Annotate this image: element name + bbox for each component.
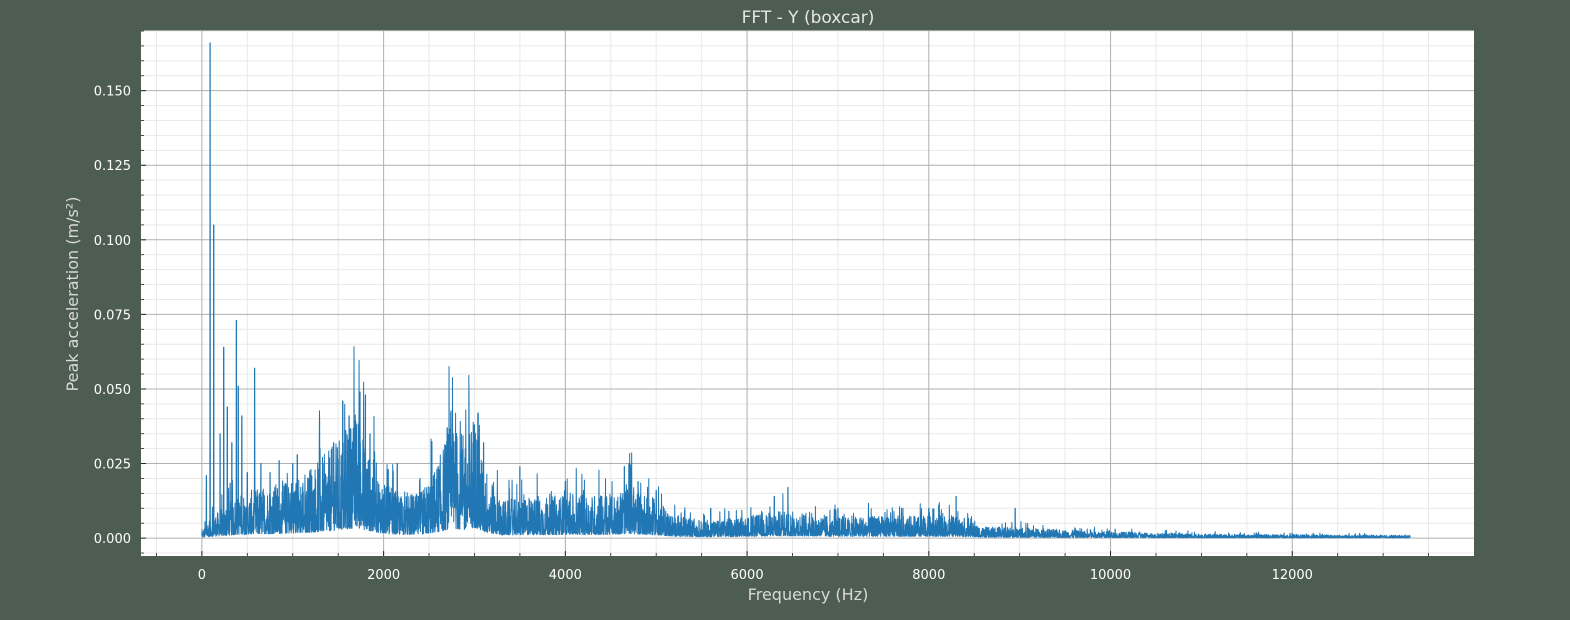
y-tick-label: 0.075 [94, 308, 131, 323]
x-axis-title: Frequency (Hz) [748, 585, 869, 604]
x-tick-label: 6000 [731, 568, 764, 583]
x-tick-label: 12000 [1272, 568, 1313, 583]
y-tick-label: 0.025 [94, 458, 131, 473]
x-tick-label: 10000 [1090, 568, 1131, 583]
series-group [201, 42, 1411, 539]
x-tick-label: 8000 [912, 568, 945, 583]
x-tick-label: 0 [198, 568, 206, 583]
tick-labels: 0 2000 4000 6000 8000 10000 12000 0.000 0.025 0.0… [94, 85, 1313, 583]
y-tick-label: 0.050 [94, 383, 131, 398]
chart-title: FFT - Y (boxcar) [742, 8, 875, 28]
y-axis-title: Peak acceleration (m/s²) [63, 197, 82, 392]
minor-grid [141, 30, 1474, 556]
y-tick-label: 0.150 [94, 85, 131, 100]
x-tick-label: 2000 [367, 568, 400, 583]
axis-ticks [141, 30, 1429, 556]
y-tick-label: 0.125 [94, 159, 131, 174]
x-tick-label: 4000 [549, 568, 582, 583]
y-tick-label: 0.000 [94, 532, 131, 547]
y-tick-label: 0.100 [94, 234, 131, 249]
series-line [201, 42, 1411, 539]
